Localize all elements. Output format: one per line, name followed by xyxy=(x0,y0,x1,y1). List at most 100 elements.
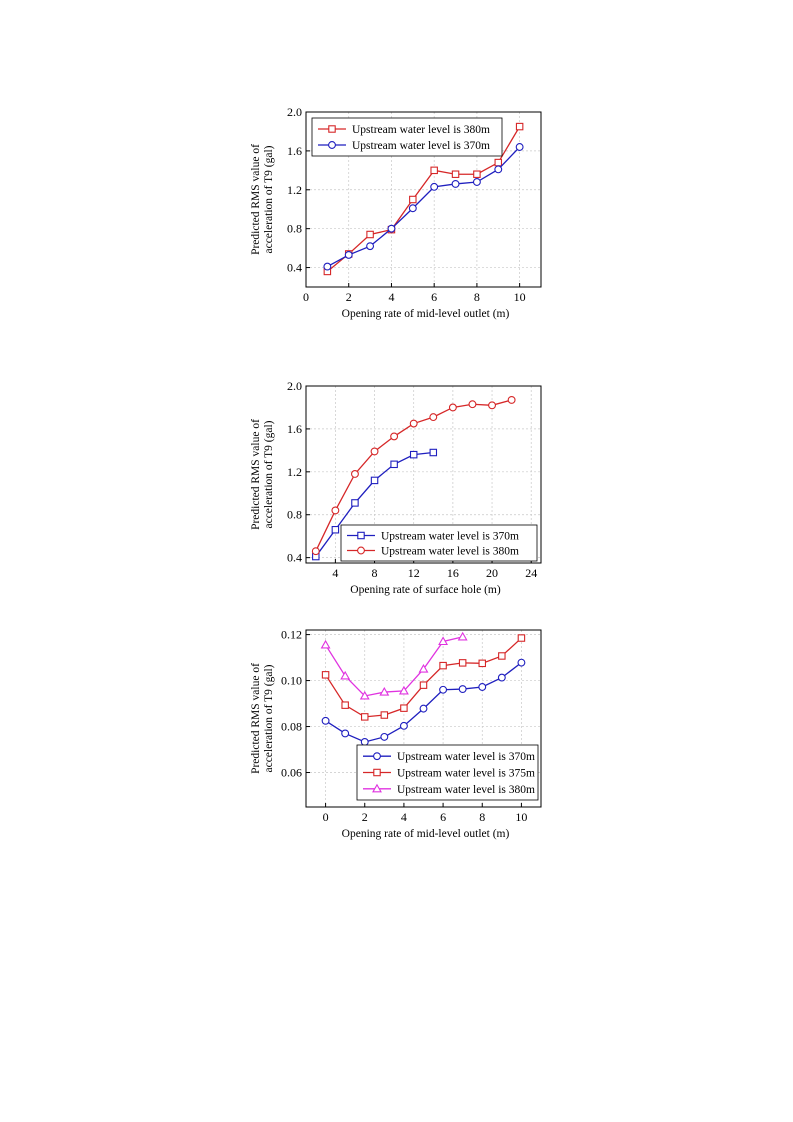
data-point xyxy=(366,242,375,251)
data-point xyxy=(321,671,330,679)
y-tick-label: 1.6 xyxy=(287,144,302,158)
y-axis-label: Predicted RMS value of xyxy=(250,663,262,774)
series-2 xyxy=(323,143,524,271)
data-point xyxy=(438,636,449,646)
data-point xyxy=(419,681,428,689)
legend-marker xyxy=(328,141,336,149)
y-tick-label: 0.10 xyxy=(281,674,302,688)
data-point xyxy=(344,250,353,259)
legend-label: Upstream water level is 370m xyxy=(381,531,519,543)
data-point xyxy=(497,673,506,682)
chart-3: 0 2 4 6 8 10 0.06 0.08 0.10 0.12 Opening rate of m… xyxy=(250,628,542,840)
x-tick-label: 6 xyxy=(440,810,446,824)
series-1 xyxy=(312,448,438,561)
x-tick-label: 4 xyxy=(332,566,338,580)
x-axis-label: Opening rate of mid-level outlet (m) xyxy=(342,828,510,840)
data-point xyxy=(419,704,428,713)
data-point xyxy=(360,713,369,721)
x-axis-label: Opening rate of mid-level outlet (m) xyxy=(342,308,510,320)
x-tick-label: 0 xyxy=(303,290,309,304)
legend: Upstream water level is 370m Upstream wat… xyxy=(356,744,539,801)
y-tick-label: 0.08 xyxy=(281,720,302,734)
x-tick-label: 8 xyxy=(372,566,378,580)
legend-label: Upstream water level is 380m xyxy=(381,546,519,558)
data-point xyxy=(451,179,460,188)
data-point xyxy=(331,525,340,534)
data-point xyxy=(408,204,417,213)
data-point xyxy=(457,631,468,641)
x-tick-label: 4 xyxy=(401,810,407,824)
data-point xyxy=(400,704,408,712)
data-point xyxy=(478,683,487,691)
legend-marker xyxy=(357,546,365,555)
y-tick-label: 1.2 xyxy=(287,465,302,479)
data-point xyxy=(409,419,418,428)
y-tick-label: 2.0 xyxy=(287,379,302,393)
x-tick-label: 16 xyxy=(447,566,459,580)
data-point xyxy=(448,403,457,412)
x-tick-label: 0 xyxy=(323,810,329,824)
y-tick-label: 0.4 xyxy=(287,551,302,565)
x-tick-label: 6 xyxy=(431,290,437,304)
legend-marker xyxy=(373,768,381,777)
plot-frame xyxy=(305,111,542,288)
data-point xyxy=(515,122,524,131)
x-tick-label: 8 xyxy=(479,810,485,824)
data-point xyxy=(360,737,369,746)
data-point xyxy=(359,690,370,700)
data-point xyxy=(451,170,460,178)
x-axis-label: Opening rate of surface hole (m) xyxy=(350,584,501,596)
y-axis-label: Predicted RMS value of xyxy=(250,419,262,530)
data-point xyxy=(379,686,390,696)
data-point xyxy=(439,661,447,670)
chart-2: 4 8 12 16 20 24 0.4 0.8 1.2 1.6 2.0 Opening rate of… xyxy=(250,379,542,596)
data-point xyxy=(488,401,496,410)
series-line xyxy=(326,126,521,272)
y-axis-label: acceleration of T9 (gal) xyxy=(263,664,275,772)
y-axis-label: acceleration of T9 (gal) xyxy=(263,145,275,253)
data-point xyxy=(409,195,417,204)
data-point xyxy=(507,395,516,404)
data-point xyxy=(380,732,389,741)
x-tick-label: 10 xyxy=(514,290,526,304)
series-line xyxy=(325,662,522,743)
legend-marker xyxy=(373,752,381,761)
series-2 xyxy=(321,634,526,721)
series-2 xyxy=(311,395,516,556)
legend-marker xyxy=(328,125,336,133)
data-point xyxy=(429,413,438,422)
y-tick-label: 2.0 xyxy=(287,105,302,119)
data-point xyxy=(494,158,503,167)
data-point xyxy=(321,716,330,725)
data-point xyxy=(390,432,399,441)
legend-marker xyxy=(357,531,365,540)
data-point xyxy=(515,143,524,151)
legend-label: Upstream water level is 375m xyxy=(397,768,535,780)
data-point xyxy=(468,400,477,409)
legend-box xyxy=(311,117,503,157)
y-tick-label: 0.8 xyxy=(287,222,302,236)
data-point xyxy=(494,165,503,174)
y-tick-label: 0.06 xyxy=(281,766,302,780)
legend-label: Upstream water level is 370m xyxy=(397,751,535,763)
data-point xyxy=(472,178,481,186)
data-point xyxy=(320,639,331,649)
data-point xyxy=(341,729,350,738)
plot-frame xyxy=(305,629,542,808)
data-point xyxy=(418,663,429,673)
data-point xyxy=(399,721,408,730)
data-point xyxy=(351,470,359,478)
data-point xyxy=(341,701,349,709)
data-point xyxy=(429,448,438,457)
legend-label: Upstream water level is 380m xyxy=(352,124,490,136)
series-line xyxy=(327,146,521,268)
data-point xyxy=(323,262,332,271)
data-point xyxy=(473,170,481,178)
legend: Upstream water level is 370m Upstream wat… xyxy=(340,524,538,562)
chart-1: 0 2 4 6 8 10 0.4 0.8 1.2 1.6 2.0 Opening rate of mi… xyxy=(250,105,542,320)
data-point xyxy=(390,460,398,469)
data-point xyxy=(331,506,340,515)
data-point xyxy=(458,659,467,667)
x-tick-label: 12 xyxy=(408,566,420,580)
y-axis-label: acceleration of T9 (gal) xyxy=(263,420,275,528)
